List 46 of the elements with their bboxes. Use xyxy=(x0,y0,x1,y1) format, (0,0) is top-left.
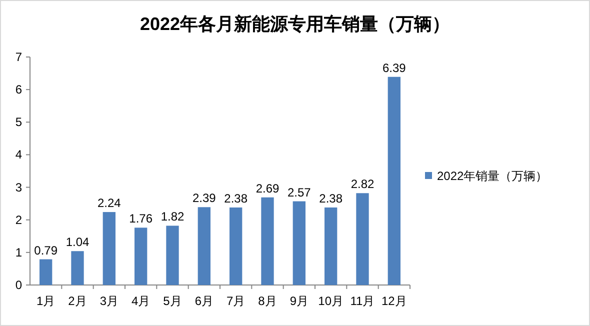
x-tick-label: 4月 xyxy=(131,294,150,308)
bar xyxy=(198,207,210,285)
x-tick-label: 2月 xyxy=(68,294,87,308)
data-label: 2.24 xyxy=(97,196,122,210)
data-label: 1.82 xyxy=(160,210,184,224)
data-label: 2.38 xyxy=(224,191,248,206)
chart-title: 2022年各月新能源专用车销量（万辆） xyxy=(140,14,450,34)
bar xyxy=(134,228,148,285)
data-label: 0.79 xyxy=(34,243,58,258)
data-label: 2.57 xyxy=(287,185,312,200)
data-label: 2.39 xyxy=(192,191,216,206)
y-tick-label: 7 xyxy=(15,50,22,64)
bar xyxy=(102,212,116,285)
bar xyxy=(71,251,84,285)
bar xyxy=(261,197,274,285)
x-tick-label: 5月 xyxy=(163,294,182,308)
bar xyxy=(292,201,306,285)
legend-label: 2022年销量（万辆） xyxy=(437,169,548,183)
data-label: 2.82 xyxy=(350,177,374,192)
x-tick-label: 11月 xyxy=(350,294,375,308)
data-label: 1.04 xyxy=(66,235,90,250)
data-label: 2.38 xyxy=(319,191,343,206)
x-tick-label: 7月 xyxy=(226,294,246,308)
bar xyxy=(166,226,179,285)
x-tick-label: 10月 xyxy=(318,294,344,308)
bar xyxy=(40,259,52,285)
y-tick-label: 4 xyxy=(15,148,22,162)
x-tick-label: 1月 xyxy=(36,294,56,308)
x-tick-label: 12月 xyxy=(381,294,407,308)
x-tick-label: 9月 xyxy=(290,294,309,308)
bar xyxy=(230,207,242,285)
bar xyxy=(356,193,369,285)
y-tick-label: 6 xyxy=(15,82,22,97)
data-label: 1.76 xyxy=(129,212,153,226)
bar xyxy=(388,76,400,285)
bar xyxy=(324,207,338,285)
y-tick-label: 1 xyxy=(15,245,22,260)
y-tick-label: 2 xyxy=(15,212,22,227)
x-tick-label: 8月 xyxy=(258,294,277,308)
y-tick-label: 3 xyxy=(15,180,22,194)
x-tick-label: 3月 xyxy=(100,294,119,308)
x-tick-label: 6月 xyxy=(194,294,214,308)
data-label: 6.39 xyxy=(382,60,406,75)
y-tick-label: 5 xyxy=(15,115,22,130)
data-label: 2.69 xyxy=(256,181,280,196)
y-tick-label: 0 xyxy=(15,278,22,292)
